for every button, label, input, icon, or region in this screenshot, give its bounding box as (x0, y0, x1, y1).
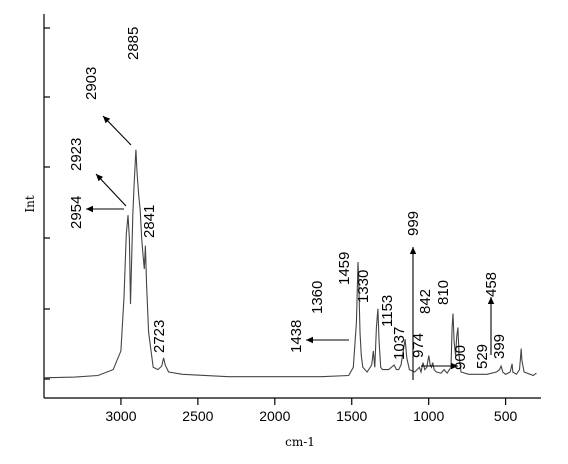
spectrum-line (43, 149, 537, 379)
peak-label: 458 (483, 272, 500, 297)
peak-label: 1459 (336, 252, 353, 285)
annotation-arrow (102, 115, 132, 146)
x-tick-label: 3000 (105, 408, 136, 424)
peak-label: 399 (491, 334, 508, 359)
peak-label: 2723 (151, 320, 168, 353)
peak-label: 900 (452, 345, 469, 370)
x-axis-label: cm-1 (285, 435, 315, 449)
peak-label: 2923 (68, 138, 85, 171)
axes: 3000 2500 2000 1500 1000 500 (43, 14, 541, 424)
peak-label: 999 (405, 211, 422, 236)
peak-label: 1360 (309, 281, 326, 314)
annotation-arrow (86, 205, 124, 213)
peak-label: 842 (417, 289, 434, 314)
peak-label: 2841 (141, 205, 158, 238)
annotation-arrow (95, 173, 127, 207)
x-tick-label: 2000 (259, 408, 290, 424)
x-tick-label: 1000 (413, 408, 444, 424)
peak-label: 974 (410, 333, 427, 358)
annotation-arrow (421, 362, 458, 370)
peak-label: 1153 (379, 295, 396, 327)
peak-label: 1037 (391, 327, 408, 360)
peak-label: 1330 (355, 270, 372, 303)
annotation-arrow (409, 247, 417, 380)
y-axis-label: Int (23, 195, 37, 212)
peak-label: 810 (435, 280, 452, 305)
peak-label: 529 (474, 344, 491, 369)
annotation-arrow (487, 297, 495, 355)
peak-label: 1438 (288, 320, 305, 353)
x-tick-label: 2500 (182, 408, 213, 424)
peak-label: 2903 (83, 67, 100, 100)
peak-label: 2954 (68, 196, 85, 229)
x-tick-label: 500 (494, 408, 518, 424)
x-tick-label: 1500 (336, 408, 367, 424)
peak-label: 2885 (125, 27, 142, 60)
annotation-arrow (306, 336, 349, 344)
